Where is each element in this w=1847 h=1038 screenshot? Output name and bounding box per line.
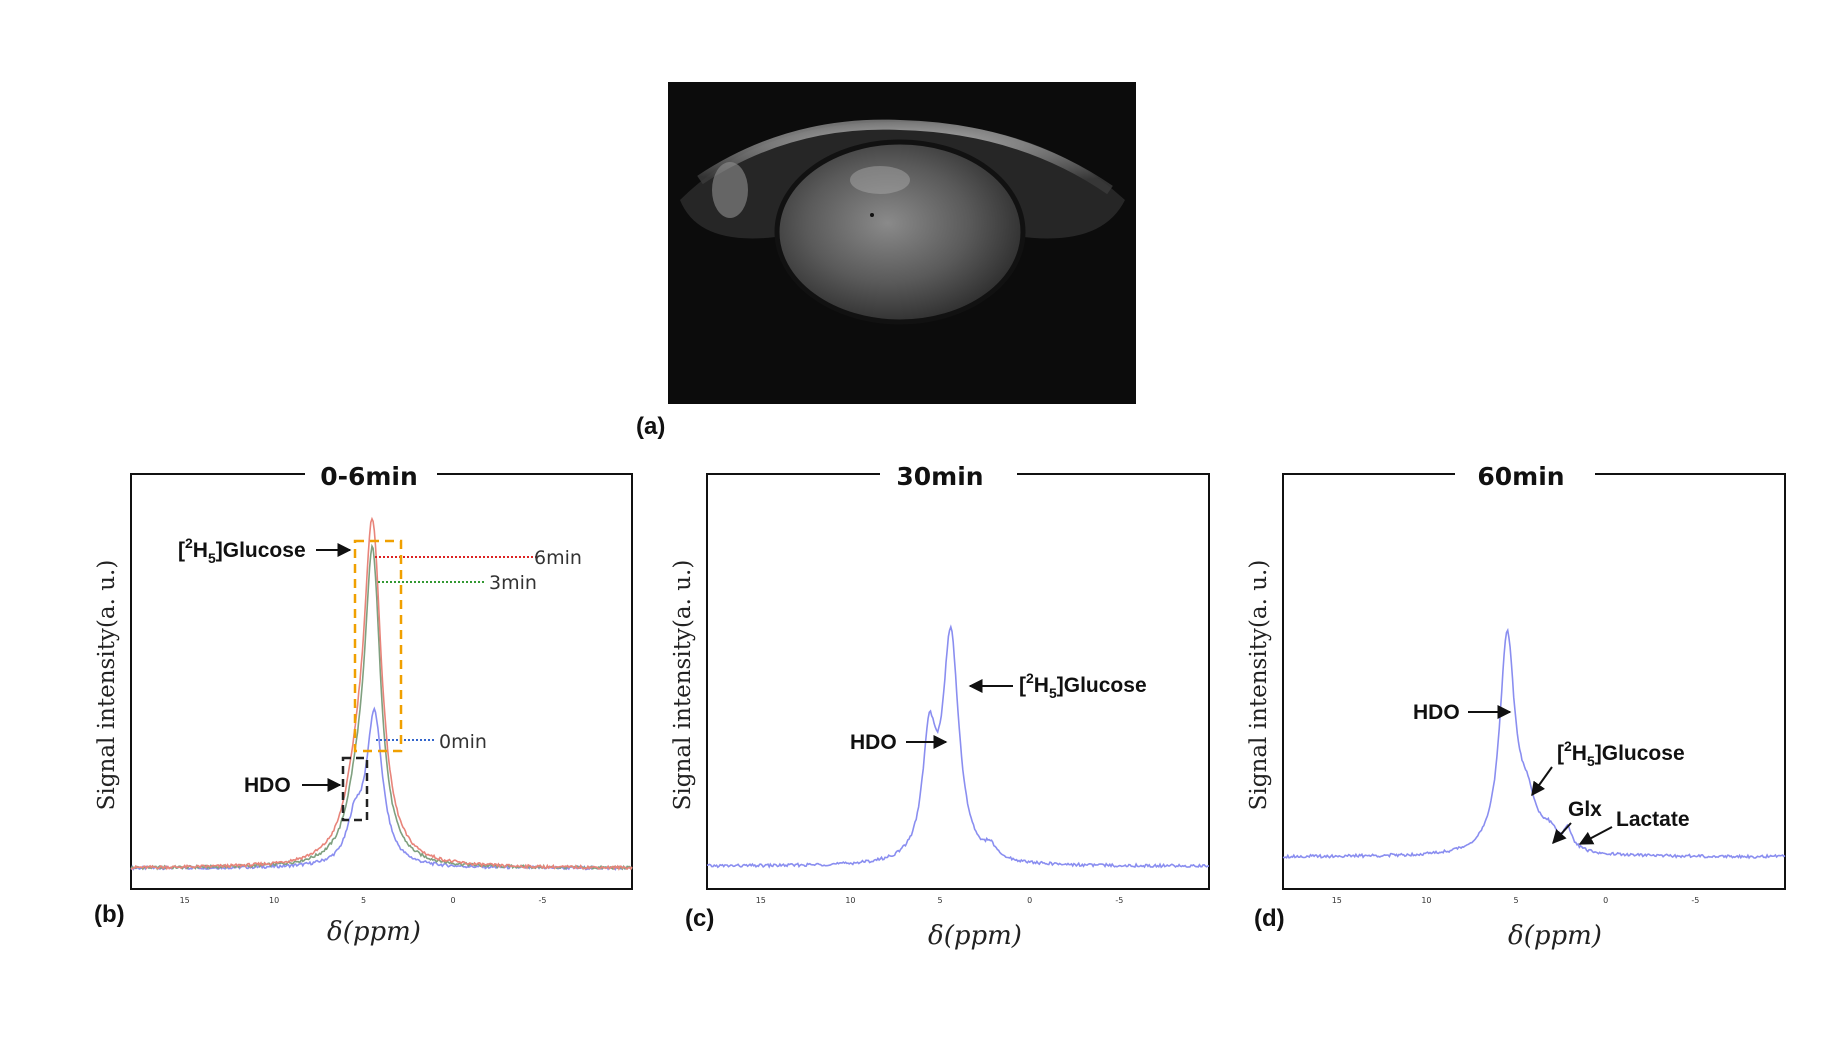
mri-image: [668, 82, 1136, 404]
x-tick-label: 5: [938, 896, 943, 905]
label-3min: 3min: [489, 572, 537, 594]
annotation-glucose-d: [2H5]Glucose: [1557, 738, 1685, 769]
panel-label-a: (a): [636, 413, 665, 440]
glucose-highlight-box: [353, 539, 403, 753]
x-axis-label-d: δ(ppm): [1508, 921, 1602, 951]
arrow-glx-d: [1552, 822, 1572, 845]
x-tick-label: 0: [451, 896, 456, 905]
spectrum-line: [1282, 627, 1786, 860]
x-tick-label: 5: [1514, 896, 1519, 905]
x-tick-label: 10: [1421, 896, 1431, 905]
x-tick-label: 10: [269, 896, 279, 905]
annotation-hdo-d: HDO: [1413, 701, 1460, 724]
spectrum-line-6min: [130, 516, 633, 871]
chart-panel-c: 30min Signal intensity(a. u.) δ(ppm) (c)…: [670, 460, 1210, 951]
annotation-glucose-c: [2H5]Glucose: [1019, 670, 1147, 701]
chart-panel-b: 0-6min Signal intensity(a. u.) δ(ppm) (b…: [94, 460, 633, 947]
chart-panel-d: 60min Signal intensity(a. u.) δ(ppm) (d)…: [1246, 460, 1786, 951]
annotation-glx-d: Glx: [1568, 798, 1602, 821]
annotation-lactate-d: Lactate: [1616, 808, 1690, 831]
x-axis-label-c: δ(ppm): [928, 921, 1022, 951]
x-tick-label: 15: [756, 896, 766, 905]
panel-label-c: (c): [685, 905, 714, 932]
hdo-highlight-box: [341, 756, 369, 822]
y-axis-label-d: Signal intensity(a. u.): [1246, 560, 1272, 811]
chart-title-d: 60min: [1477, 462, 1564, 491]
chart-title-c: 30min: [896, 462, 983, 491]
label-0min: 0min: [439, 731, 487, 753]
x-axis-label-b: δ(ppm): [327, 917, 421, 947]
x-tick-label: 15: [180, 896, 190, 905]
x-tick-label: 0: [1027, 896, 1032, 905]
x-tick-label: 10: [845, 896, 855, 905]
x-tick-label: -5: [539, 896, 547, 905]
annotation-hdo-c: HDO: [850, 731, 897, 754]
x-tick-label: -5: [1115, 896, 1123, 905]
x-tick-label: 15: [1332, 896, 1342, 905]
arrow-lactate-d: [1578, 826, 1613, 845]
x-tick-label: -5: [1691, 896, 1699, 905]
panel-label-b: (b): [94, 901, 125, 928]
annotation-hdo-b: HDO: [244, 774, 291, 797]
panel-label-d: (d): [1254, 905, 1285, 932]
label-6min: 6min: [534, 547, 582, 569]
x-tick-label: 5: [361, 896, 366, 905]
chart-title-b: 0-6min: [320, 462, 418, 491]
spectrum-line: [706, 624, 1210, 869]
y-axis-label-c: Signal intensity(a. u.): [670, 560, 696, 811]
x-tick-label: 0: [1603, 896, 1608, 905]
annotation-glucose-b: [2H5]Glucose: [178, 535, 306, 566]
spectrum-line-0min: [130, 706, 633, 871]
arrow-glucose-d: [1531, 766, 1553, 797]
spectrum-line-3min: [130, 543, 633, 871]
y-axis-label-b: Signal intensity(a. u.): [94, 560, 120, 811]
